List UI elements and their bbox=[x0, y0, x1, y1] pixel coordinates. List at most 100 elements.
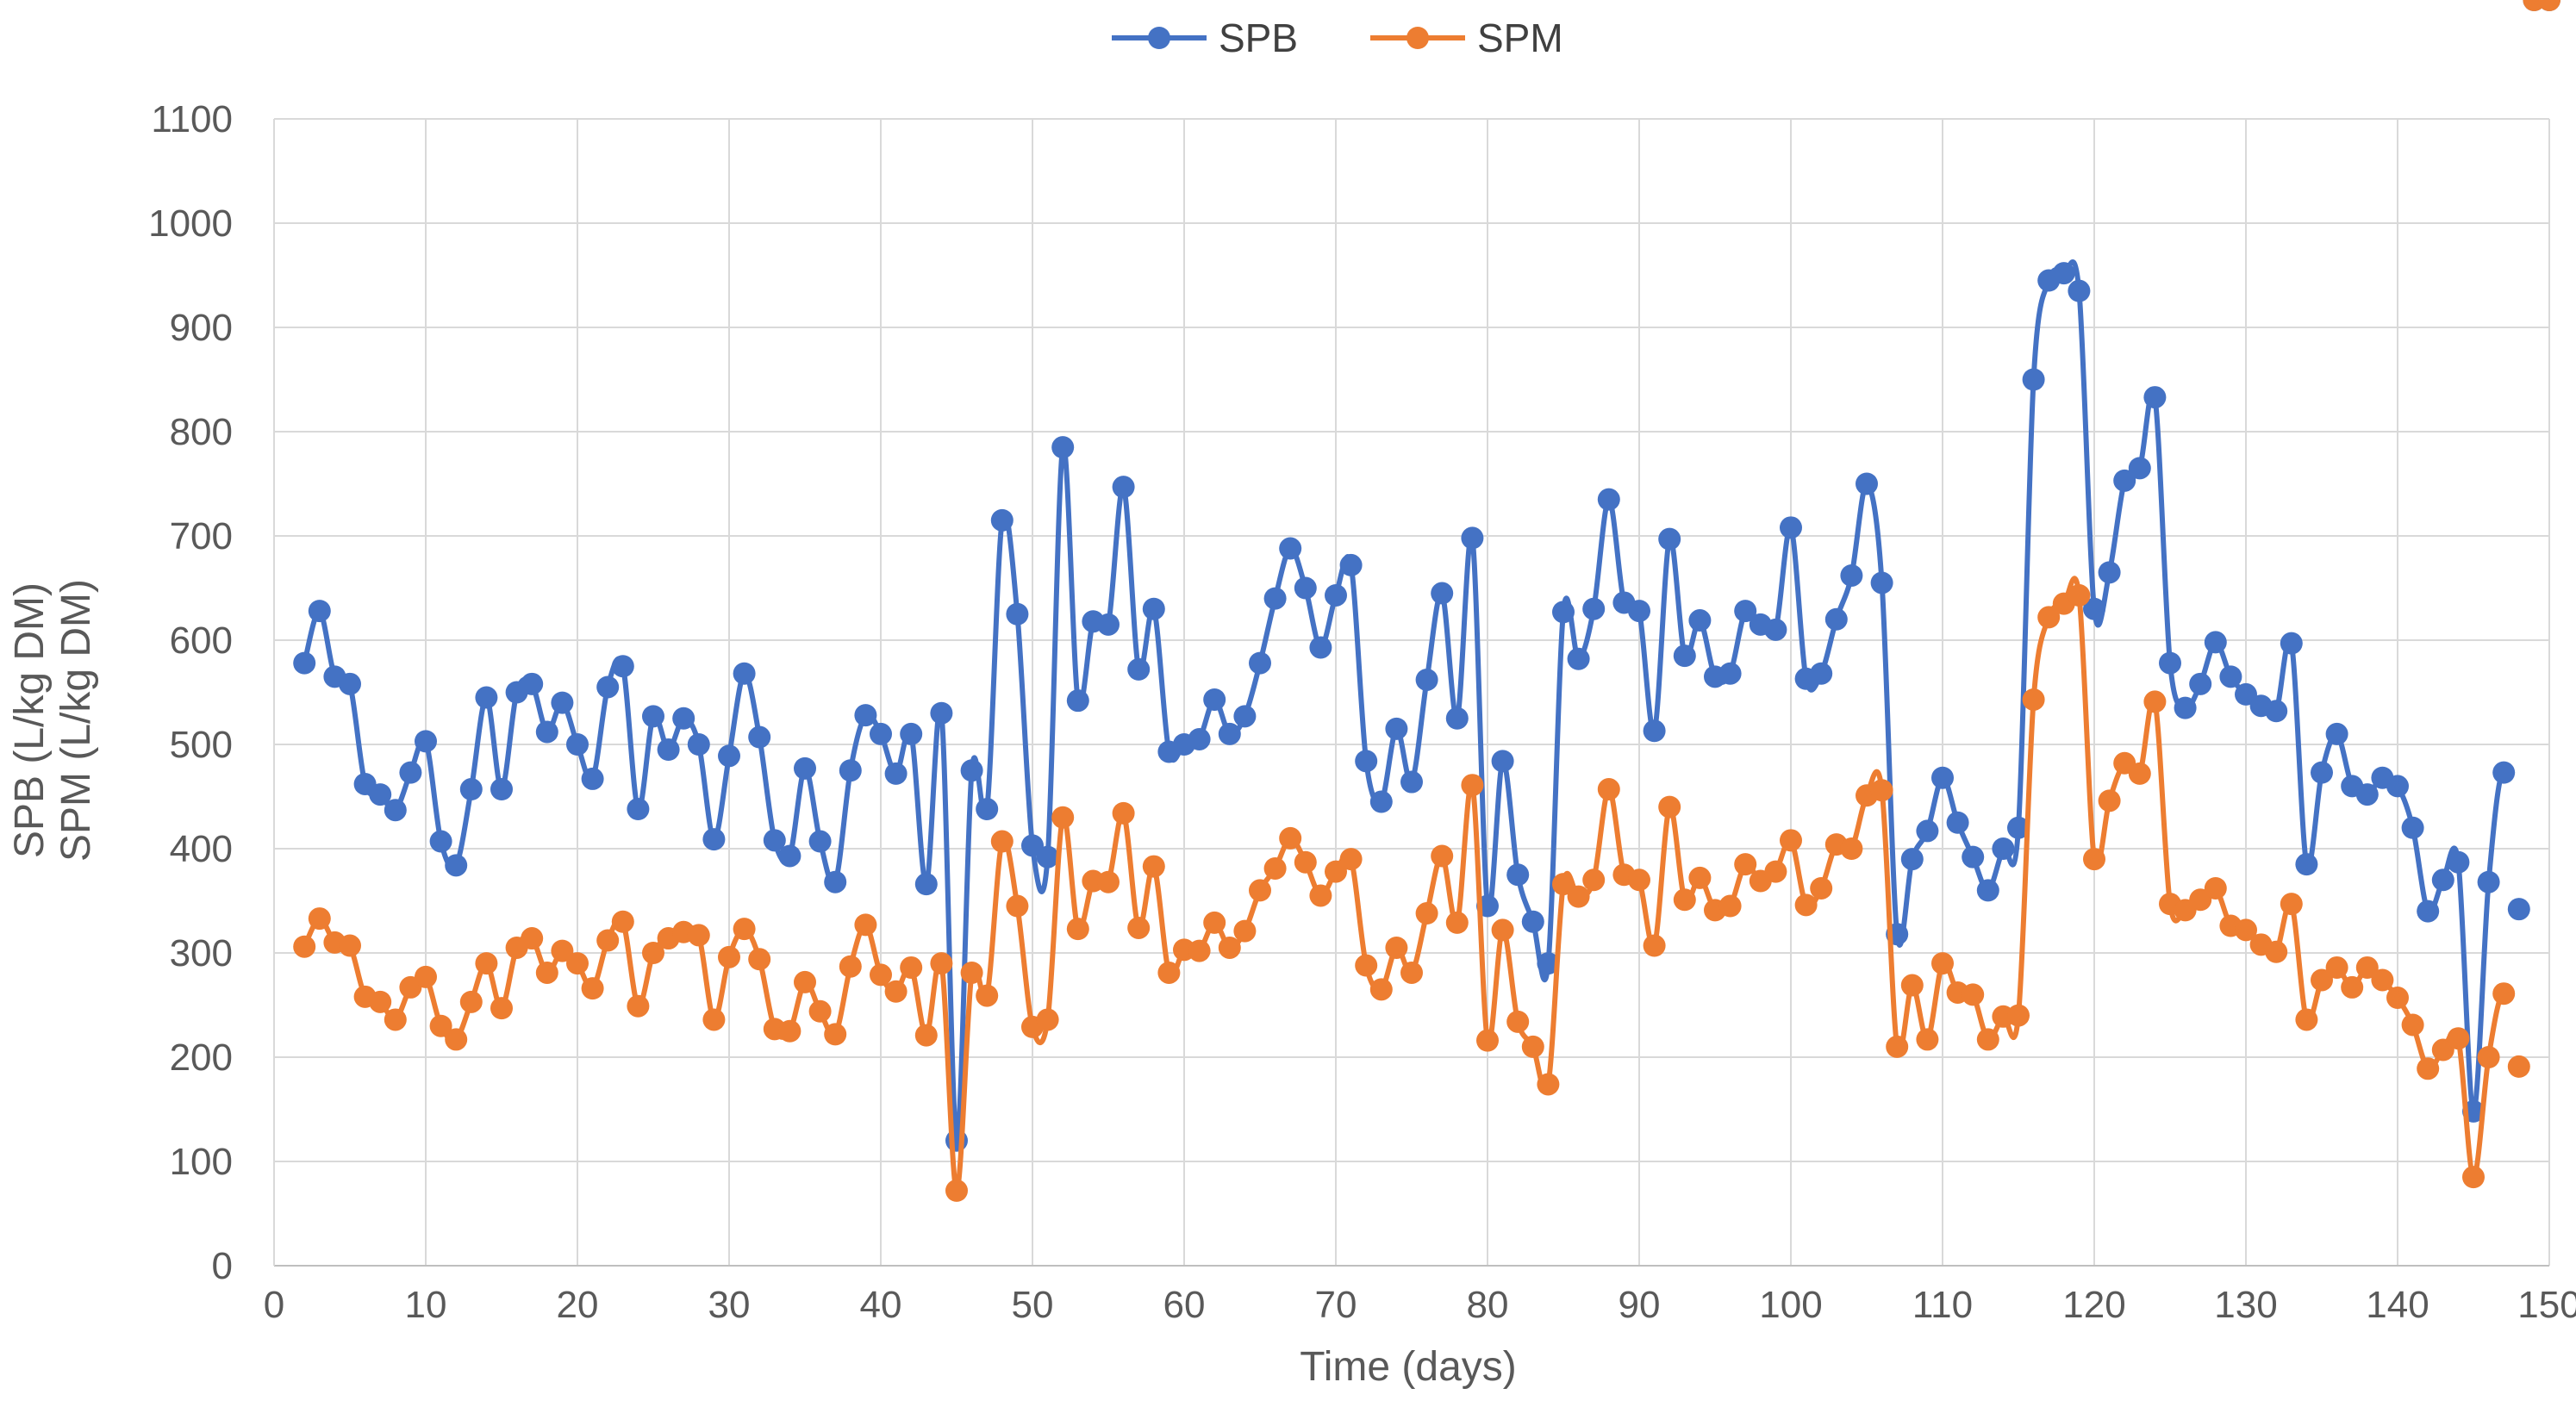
data-point-spb bbox=[687, 733, 710, 756]
data-point-spb bbox=[1461, 526, 1484, 550]
data-point-spb bbox=[293, 651, 316, 675]
data-point-spm bbox=[415, 965, 437, 988]
data-point-spm bbox=[339, 934, 361, 957]
data-point-spm bbox=[1976, 1028, 1999, 1051]
x-tick-label: 70 bbox=[1315, 1284, 1357, 1326]
x-tick-label: 20 bbox=[557, 1284, 599, 1326]
x-tick-label: 50 bbox=[1012, 1284, 1054, 1326]
data-point-spb bbox=[1066, 689, 1089, 713]
data-point-spb bbox=[1021, 834, 1044, 857]
data-point-spb bbox=[1355, 750, 1378, 773]
data-point-spm bbox=[1643, 934, 1666, 957]
data-point-spb bbox=[566, 733, 589, 756]
data-point-spb bbox=[1658, 527, 1681, 551]
data-point-spm bbox=[1916, 1028, 1939, 1051]
data-point-spm bbox=[990, 830, 1014, 853]
data-point-spm bbox=[2007, 1004, 2030, 1027]
data-point-spm bbox=[748, 948, 771, 971]
data-point-spb bbox=[1051, 436, 1075, 459]
data-point-spm bbox=[1112, 801, 1135, 825]
data-point-spb bbox=[2447, 850, 2470, 874]
data-point-spb bbox=[1431, 582, 1454, 605]
data-point-spm bbox=[308, 907, 331, 931]
data-point-spb bbox=[2143, 386, 2167, 409]
data-point-spm bbox=[521, 927, 544, 950]
data-point-spb bbox=[1294, 576, 1317, 600]
series-group bbox=[293, 0, 2560, 1202]
data-point-spb bbox=[429, 830, 452, 853]
x-tick-label: 130 bbox=[2214, 1284, 2277, 1326]
data-point-spb bbox=[1188, 727, 1211, 750]
data-point-spb bbox=[2113, 469, 2136, 492]
data-point-spb bbox=[2431, 868, 2454, 892]
data-point-spm bbox=[2235, 918, 2257, 942]
data-point-spm bbox=[1218, 936, 1241, 959]
data-point-spb bbox=[1506, 863, 1530, 887]
series-spm bbox=[293, 0, 2560, 1202]
data-point-spb bbox=[839, 759, 862, 782]
data-point-spm bbox=[581, 977, 604, 1000]
data-point-spm bbox=[1734, 853, 1757, 876]
data-point-spb bbox=[1127, 657, 1151, 681]
data-point-spm bbox=[914, 1024, 938, 1047]
data-point-spm bbox=[1597, 778, 1620, 801]
data-point-spb bbox=[794, 756, 816, 780]
data-point-spb bbox=[2265, 700, 2288, 723]
data-point-spb bbox=[990, 508, 1014, 532]
data-point-spb bbox=[308, 600, 331, 623]
data-point-spm bbox=[687, 924, 710, 947]
data-point-spb bbox=[1249, 651, 1271, 675]
data-point-spm bbox=[2447, 1027, 2470, 1050]
data-point-spb bbox=[1142, 597, 1165, 620]
data-point-spm bbox=[2128, 762, 2151, 785]
data-point-spm bbox=[1810, 876, 1833, 900]
data-point-spb bbox=[2007, 816, 2030, 839]
y-tick-label: 700 bbox=[170, 515, 233, 557]
data-point-spm bbox=[551, 939, 574, 962]
data-point-spb bbox=[475, 686, 498, 709]
data-point-spm bbox=[1673, 888, 1696, 912]
data-point-spm bbox=[2431, 1038, 2454, 1061]
data-point-spb bbox=[2386, 775, 2409, 798]
data-point-spm bbox=[1325, 860, 1347, 883]
data-point-spm bbox=[1764, 860, 1787, 883]
data-point-spb bbox=[2325, 722, 2348, 745]
data-point-spm bbox=[2311, 968, 2333, 992]
data-point-spm bbox=[2189, 888, 2212, 912]
data-point-spm bbox=[1051, 806, 1075, 829]
data-point-spb bbox=[627, 798, 650, 821]
data-point-spb bbox=[1673, 644, 1696, 668]
data-point-spm bbox=[2507, 1055, 2530, 1078]
data-point-spm bbox=[1567, 885, 1590, 908]
data-point-spm bbox=[1552, 873, 1575, 896]
data-point-spb bbox=[718, 744, 740, 768]
legend-spb-marker bbox=[1148, 27, 1170, 49]
data-point-spm bbox=[1097, 870, 1120, 893]
data-point-spb bbox=[1628, 600, 1650, 623]
data-point-spb bbox=[2068, 279, 2091, 302]
data-point-spm bbox=[2538, 0, 2560, 11]
data-point-spm bbox=[1263, 856, 1287, 880]
data-point-spb bbox=[976, 798, 999, 821]
data-point-spm bbox=[1294, 850, 1317, 874]
data-point-spm bbox=[1006, 894, 1029, 918]
data-point-spm bbox=[1688, 866, 1712, 889]
data-point-spm bbox=[1962, 983, 1985, 1006]
data-point-spb bbox=[1780, 516, 1802, 539]
data-point-spm bbox=[384, 1008, 407, 1031]
data-point-spb bbox=[611, 655, 634, 678]
data-point-spm bbox=[976, 984, 999, 1007]
data-point-spm bbox=[596, 929, 620, 952]
x-tick-label: 140 bbox=[2366, 1284, 2429, 1326]
axes bbox=[273, 119, 2549, 1267]
legend-item-spb: SPB bbox=[1112, 16, 1298, 60]
data-point-spm bbox=[2068, 583, 2091, 607]
x-tick-label: 110 bbox=[1912, 1284, 1973, 1326]
y-axis-title-line-1: SPB (L/kg DM) bbox=[7, 582, 53, 858]
data-point-spm bbox=[1491, 918, 1514, 942]
data-point-spb bbox=[2022, 368, 2045, 391]
data-point-spm bbox=[1203, 911, 1226, 934]
y-tick-label: 400 bbox=[170, 828, 233, 870]
data-point-spm bbox=[2401, 1013, 2424, 1037]
